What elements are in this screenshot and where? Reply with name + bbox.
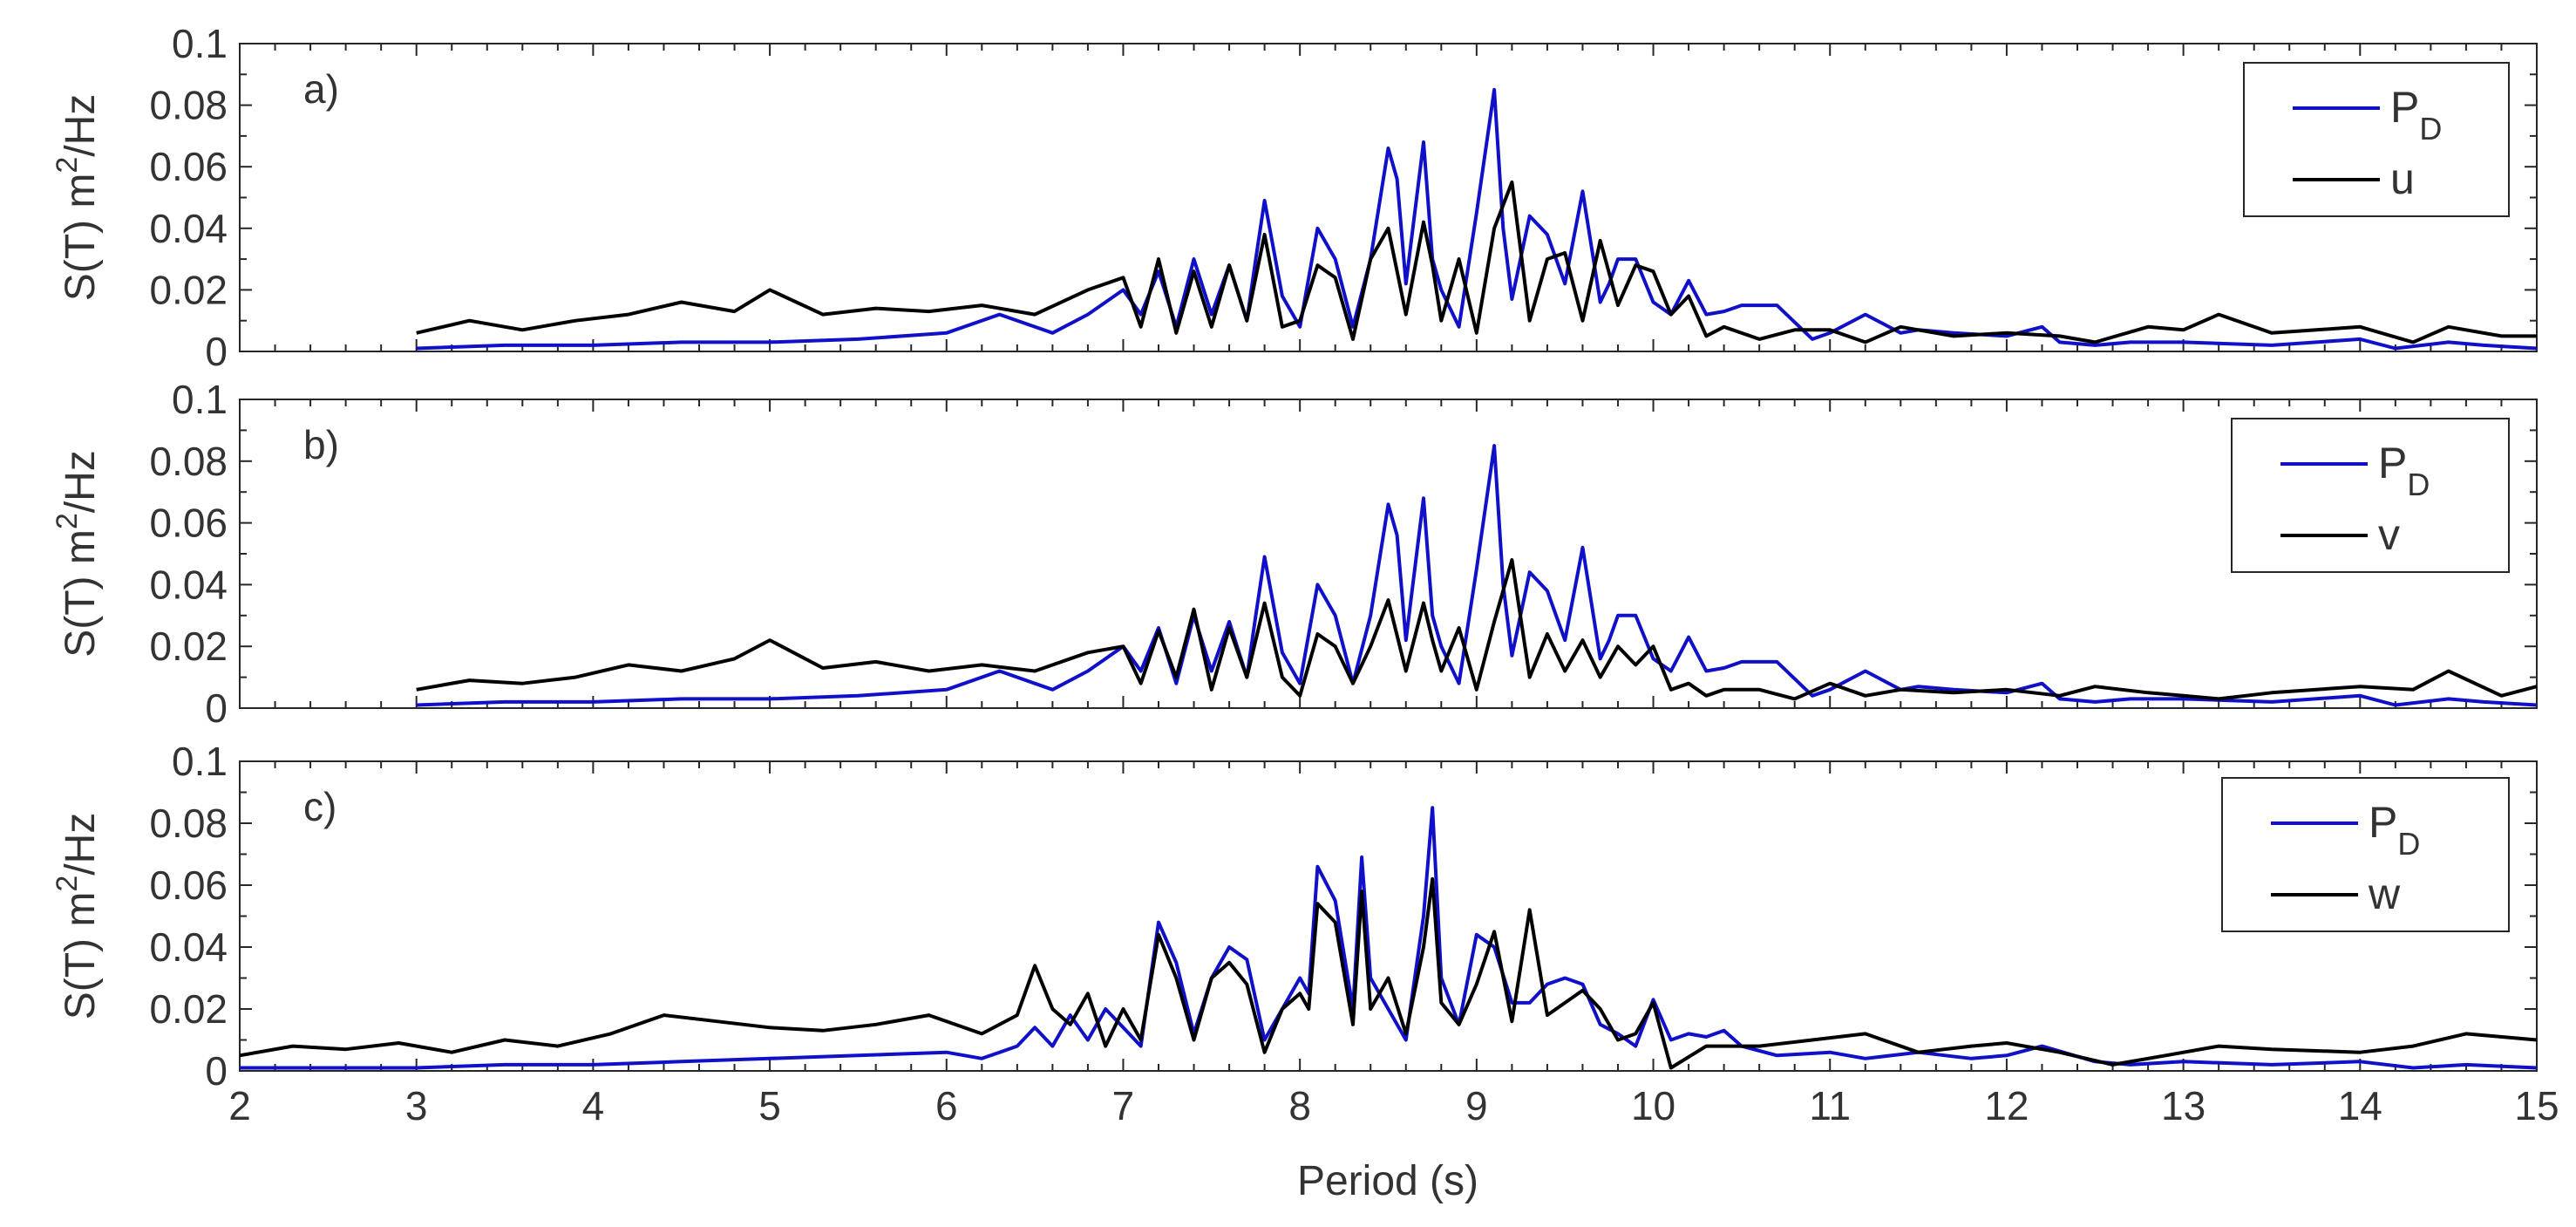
legend-entry: v xyxy=(2378,510,2400,559)
legend-label: P xyxy=(2378,439,2407,487)
y-tick-label: 0.08 xyxy=(149,801,228,846)
legend-entry: PD xyxy=(2390,83,2442,147)
legend-entry: PD xyxy=(2369,798,2420,862)
panel-1: 00.020.040.060.080.1S(T) m2/Hza) PDu xyxy=(51,21,2538,374)
y-axis-title-main: S(T) m xyxy=(58,529,104,658)
x-tick-label: 4 xyxy=(582,1083,605,1128)
legend-label: P xyxy=(2369,798,2397,847)
x-tick-label: 15 xyxy=(2514,1083,2559,1128)
x-tick-label: 9 xyxy=(1465,1083,1488,1128)
y-tick-label: 0.02 xyxy=(149,986,228,1032)
y-tick-label: 0.1 xyxy=(172,21,228,66)
legend-label: v xyxy=(2378,510,2400,559)
y-tick-label: 0.04 xyxy=(149,924,228,970)
y-axis-title-superscript: 2 xyxy=(51,157,84,174)
x-tick-label: 11 xyxy=(1809,1083,1851,1128)
legend: PDu xyxy=(2243,62,2510,217)
y-tick-label: 0.1 xyxy=(172,739,228,784)
y-tick-label: 0 xyxy=(205,685,228,731)
legend-box xyxy=(2243,62,2510,217)
panel-label: c) xyxy=(303,784,336,829)
y-tick-label: 0 xyxy=(205,329,228,374)
legend-entry: PD xyxy=(2378,439,2430,502)
series-line-u xyxy=(416,180,2537,344)
y-axis-title: S(T) m2/Hz xyxy=(51,450,104,658)
y-axis-title-main: S(T) m xyxy=(58,892,104,1020)
x-tick-label: 8 xyxy=(1288,1083,1311,1128)
x-tick-label: 7 xyxy=(1112,1083,1135,1128)
series-line-v xyxy=(416,558,2538,701)
y-axis-title-suffix: /Hz xyxy=(58,813,104,876)
x-tick-label: 6 xyxy=(935,1083,958,1128)
y-tick-label: 0.02 xyxy=(149,267,228,312)
y-tick-label: 0.02 xyxy=(149,624,228,669)
legend-box xyxy=(2221,777,2510,932)
legend-label: w xyxy=(2368,869,2401,918)
y-tick-label: 0.08 xyxy=(149,83,228,128)
y-axis-title-superscript: 2 xyxy=(51,876,84,892)
series-line-w xyxy=(239,876,2538,1070)
y-axis-title-main: S(T) m xyxy=(58,174,104,302)
legend-label: u xyxy=(2390,154,2415,203)
y-tick-label: 0.06 xyxy=(149,501,228,546)
y-tick-label: 0.08 xyxy=(149,439,228,484)
y-tick-label: 0.04 xyxy=(149,206,228,251)
panel-3: 0 0.02 0.04 0.06 0.08 0.1 2 3 4 5 6 7 8 9 10 11 12 13 14 15… xyxy=(51,739,2559,1128)
x-tick-label: 12 xyxy=(1984,1083,2029,1128)
x-tick-label: 13 xyxy=(2161,1083,2206,1128)
series-line-pd xyxy=(240,806,2538,1070)
legend-box xyxy=(2231,418,2510,573)
panel-label: b) xyxy=(303,422,339,467)
y-tick-label: 0.1 xyxy=(172,377,228,422)
legend: PDv xyxy=(2231,418,2510,573)
legend-label-subscript: D xyxy=(2397,826,2420,862)
x-tick-label: 2 xyxy=(228,1083,251,1128)
legend: PDw xyxy=(2221,777,2510,932)
y-tick-label: 0.06 xyxy=(149,144,228,189)
legend-entry: w xyxy=(2368,869,2401,918)
panels: 00.020.040.060.080.1S(T) m2/Hza) PDu00.02… xyxy=(51,21,2559,1128)
y-axis-title-suffix: /Hz xyxy=(58,94,104,157)
x-tick-label: 3 xyxy=(405,1083,428,1128)
legend-label: P xyxy=(2390,83,2419,132)
panel-2: 00.020.040.060.080.1S(T) m2/Hzb) PDv xyxy=(51,377,2538,731)
x-tick-label: 14 xyxy=(2338,1083,2382,1128)
x-axis-title: Period (s) xyxy=(1297,1158,1478,1204)
legend-label-subscript: D xyxy=(2419,111,2442,147)
legend-label-subscript: D xyxy=(2407,467,2430,502)
y-tick-label: 0.06 xyxy=(149,862,228,908)
y-axis-title: S(T) m2/Hz xyxy=(51,813,104,1020)
y-axis-title-suffix: /Hz xyxy=(58,450,104,513)
y-axis-title: S(T) m2/Hz xyxy=(51,94,104,302)
x-tick-label: 5 xyxy=(758,1083,781,1128)
panel-label: a) xyxy=(303,66,339,112)
x-tick-label: 10 xyxy=(1631,1083,1675,1128)
y-tick-label: 0.04 xyxy=(149,562,228,607)
y-tick-label: 0 xyxy=(205,1048,228,1094)
y-axis-title-superscript: 2 xyxy=(51,513,84,529)
legend-entry: u xyxy=(2390,154,2415,203)
